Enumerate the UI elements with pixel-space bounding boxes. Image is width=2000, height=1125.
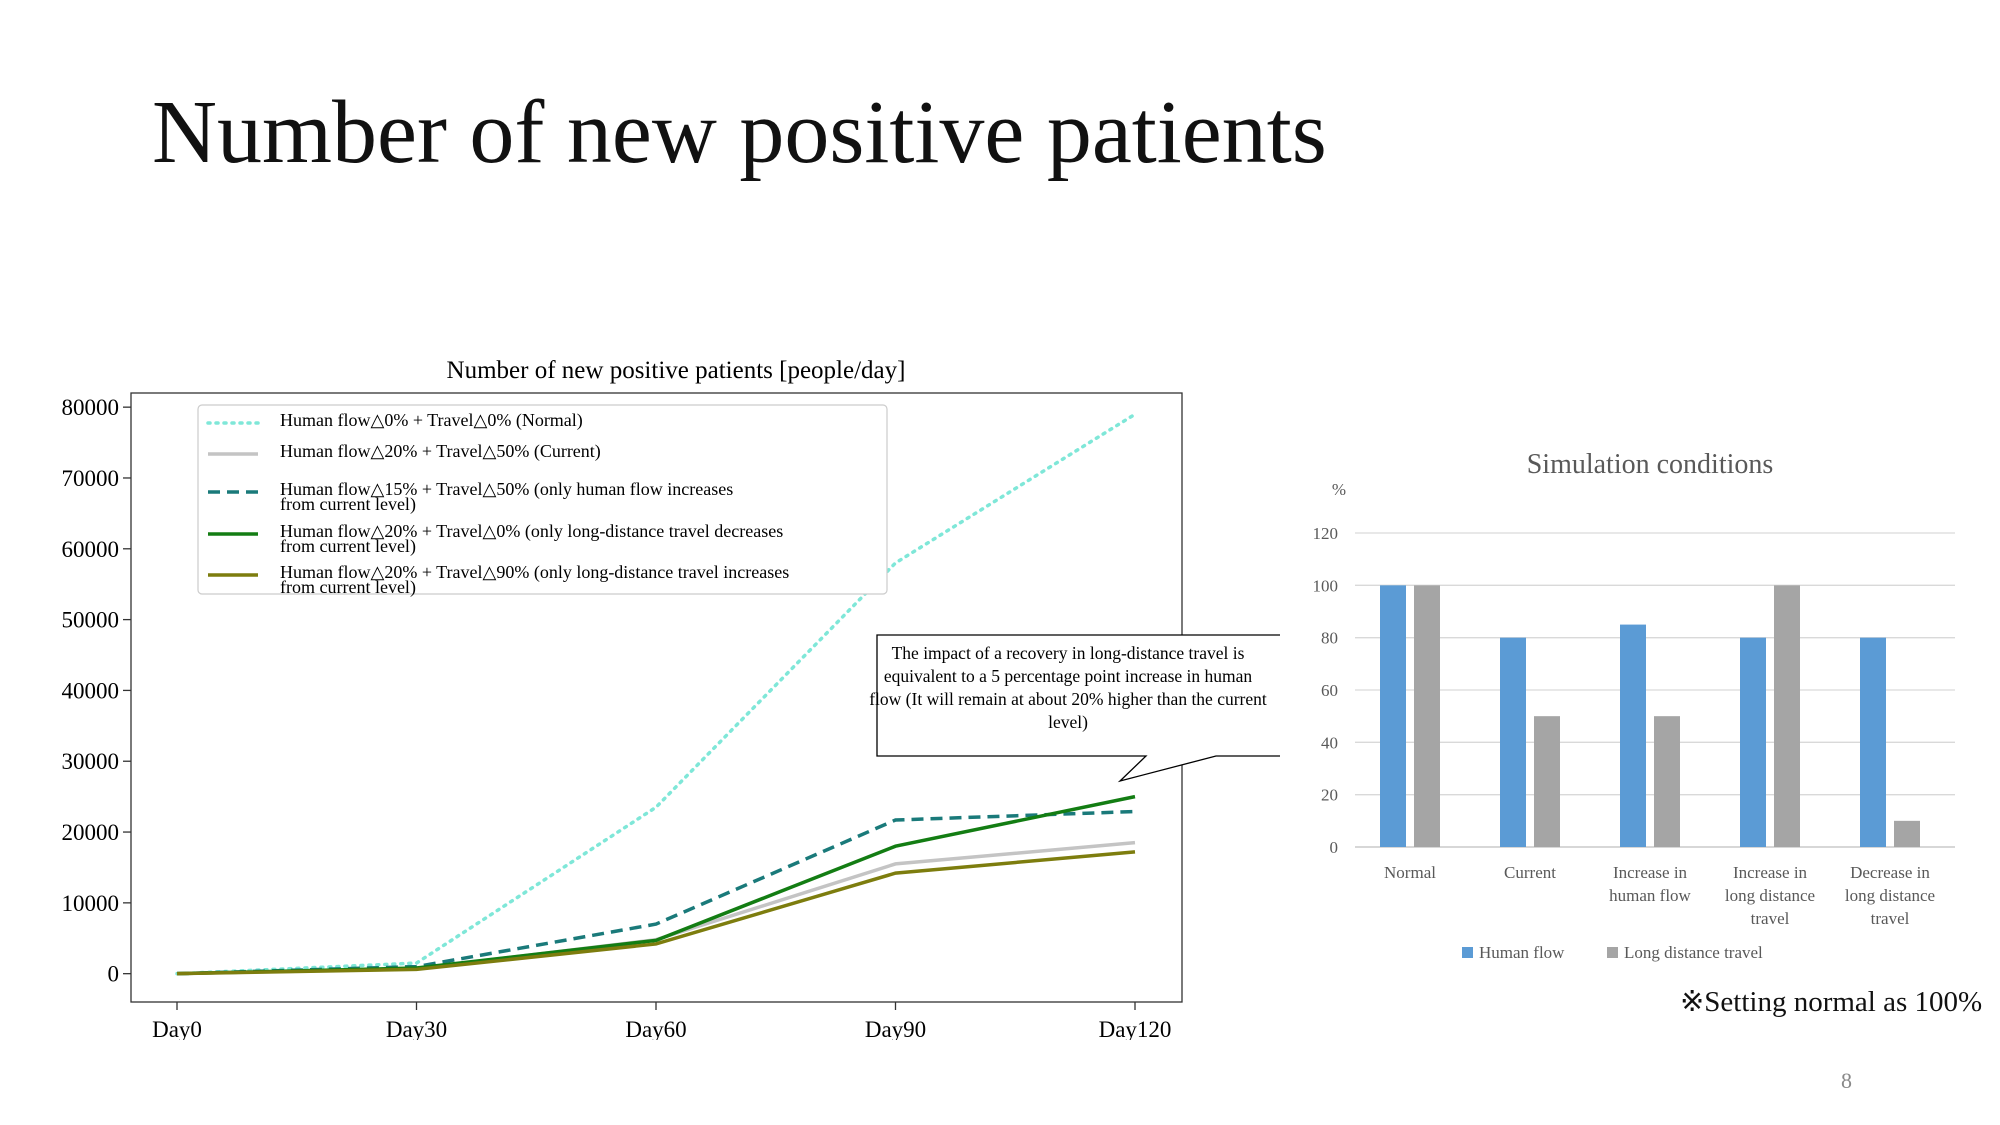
- bar-legend-label: Long distance travel: [1624, 943, 1763, 962]
- bar-legend-swatch: [1607, 947, 1618, 958]
- bar-category-label: Increase in: [1733, 863, 1808, 882]
- legend-label-line2: from current level): [280, 536, 416, 557]
- bar-y-tick-label: 40: [1321, 733, 1338, 752]
- note-text: ※Setting normal as 100%: [1680, 986, 1983, 1018]
- y-tick-label: 50000: [62, 608, 120, 633]
- line-series-0: [175, 412, 1137, 976]
- bar-category-label: human flow: [1609, 886, 1691, 905]
- bar-group: [1380, 585, 1920, 847]
- line-series-2: [176, 809, 1136, 976]
- y-tick-label: 80000: [62, 395, 120, 420]
- x-tick-label: Day0: [152, 1017, 202, 1040]
- bar-category-label: travel: [1751, 909, 1790, 928]
- callout-box: [876, 634, 1280, 783]
- bar: [1620, 624, 1646, 847]
- bar-category-label: Increase in: [1613, 863, 1688, 882]
- y-tick-label: 40000: [62, 678, 120, 703]
- bar-category-label: Decrease in: [1850, 863, 1930, 882]
- slide-title: Number of new positive patients: [152, 83, 1327, 182]
- bar-chart-legend: Human flow Long distance travel: [1462, 943, 1763, 962]
- legend-label: Human flow△20% + Travel△0% (only long-di…: [280, 521, 783, 542]
- bar: [1774, 585, 1800, 847]
- bar-legend-swatch: [1462, 947, 1473, 958]
- bar-y-tick-label: 120: [1313, 524, 1339, 543]
- line-series-1: [176, 840, 1136, 976]
- x-tick-label: Day90: [865, 1017, 926, 1040]
- bar-chart-y-unit: %: [1332, 480, 1346, 499]
- legend-label-line2: from current level): [280, 577, 416, 598]
- line-series-group: [175, 412, 1137, 976]
- line-series-4: [176, 850, 1136, 976]
- callout-text: The impact of a recovery in long-distanc…: [869, 643, 1267, 732]
- bar: [1380, 585, 1406, 847]
- page-number: 8: [1841, 1068, 1852, 1093]
- bar: [1414, 585, 1440, 847]
- bar-category-label: Normal: [1384, 863, 1436, 882]
- line-series-3: [176, 794, 1136, 976]
- legend-label: Human flow△0% + Travel△0% (Normal): [280, 410, 583, 431]
- legend-frame: [197, 404, 888, 595]
- bar-y-tick-label: 20: [1321, 786, 1338, 805]
- y-tick-label: 60000: [62, 537, 120, 562]
- bar-chart-title: Simulation conditions: [1527, 449, 1774, 480]
- bar: [1860, 637, 1886, 847]
- bar-chart: Simulation conditions % 020406080100120 …: [1313, 449, 1955, 962]
- x-tick-label: Day60: [625, 1017, 686, 1040]
- legend-label: Human flow△20% + Travel△90% (only long-d…: [280, 562, 789, 583]
- bar: [1654, 716, 1680, 847]
- bar-category-label: Current: [1504, 863, 1556, 882]
- bar-category-label: long distance: [1725, 886, 1815, 905]
- bar: [1500, 637, 1526, 847]
- bar-y-tick-label: 60: [1321, 681, 1338, 700]
- x-axis-ticks: Day0 Day30 Day60 Day90 Day120: [152, 1002, 1171, 1040]
- bar-y-tick-label: 100: [1313, 576, 1339, 595]
- y-axis-ticks: 0 10000 20000 30000 40000 50000 60000 70000 8000…: [62, 395, 131, 987]
- x-tick-label: Day30: [386, 1017, 447, 1040]
- bar-y-tick-label: 0: [1330, 838, 1339, 857]
- y-tick-label: 20000: [62, 820, 120, 845]
- bar-y-tick-label: 80: [1321, 629, 1338, 648]
- y-tick-label: 30000: [62, 749, 120, 774]
- callout-shape: [876, 634, 1280, 783]
- line-chart: Number of new positive patients [people/…: [62, 357, 1280, 1040]
- bar-category-label: long distance: [1845, 886, 1935, 905]
- legend-label: Human flow△20% + Travel△50% (Current): [280, 441, 601, 462]
- y-tick-label: 70000: [62, 466, 120, 491]
- bar: [1740, 637, 1766, 847]
- bar-chart-category-labels: Normal Current Increase in human flow Increa…: [1384, 863, 1935, 928]
- bar-category-label: travel: [1871, 909, 1910, 928]
- y-tick-label: 0: [108, 962, 120, 987]
- legend-label: Human flow△15% + Travel△50% (only human …: [280, 479, 733, 500]
- y-tick-label: 10000: [62, 891, 120, 916]
- line-chart-title: Number of new positive patients [people/…: [447, 357, 906, 384]
- bar: [1894, 820, 1920, 847]
- bar-legend-label: Human flow: [1479, 943, 1565, 962]
- legend-label-line2: from current level): [280, 494, 416, 515]
- line-chart-legend: Human flow△0% + Travel△0% (Normal) Human …: [197, 404, 888, 598]
- bar: [1534, 716, 1560, 847]
- x-tick-label: Day120: [1099, 1017, 1172, 1040]
